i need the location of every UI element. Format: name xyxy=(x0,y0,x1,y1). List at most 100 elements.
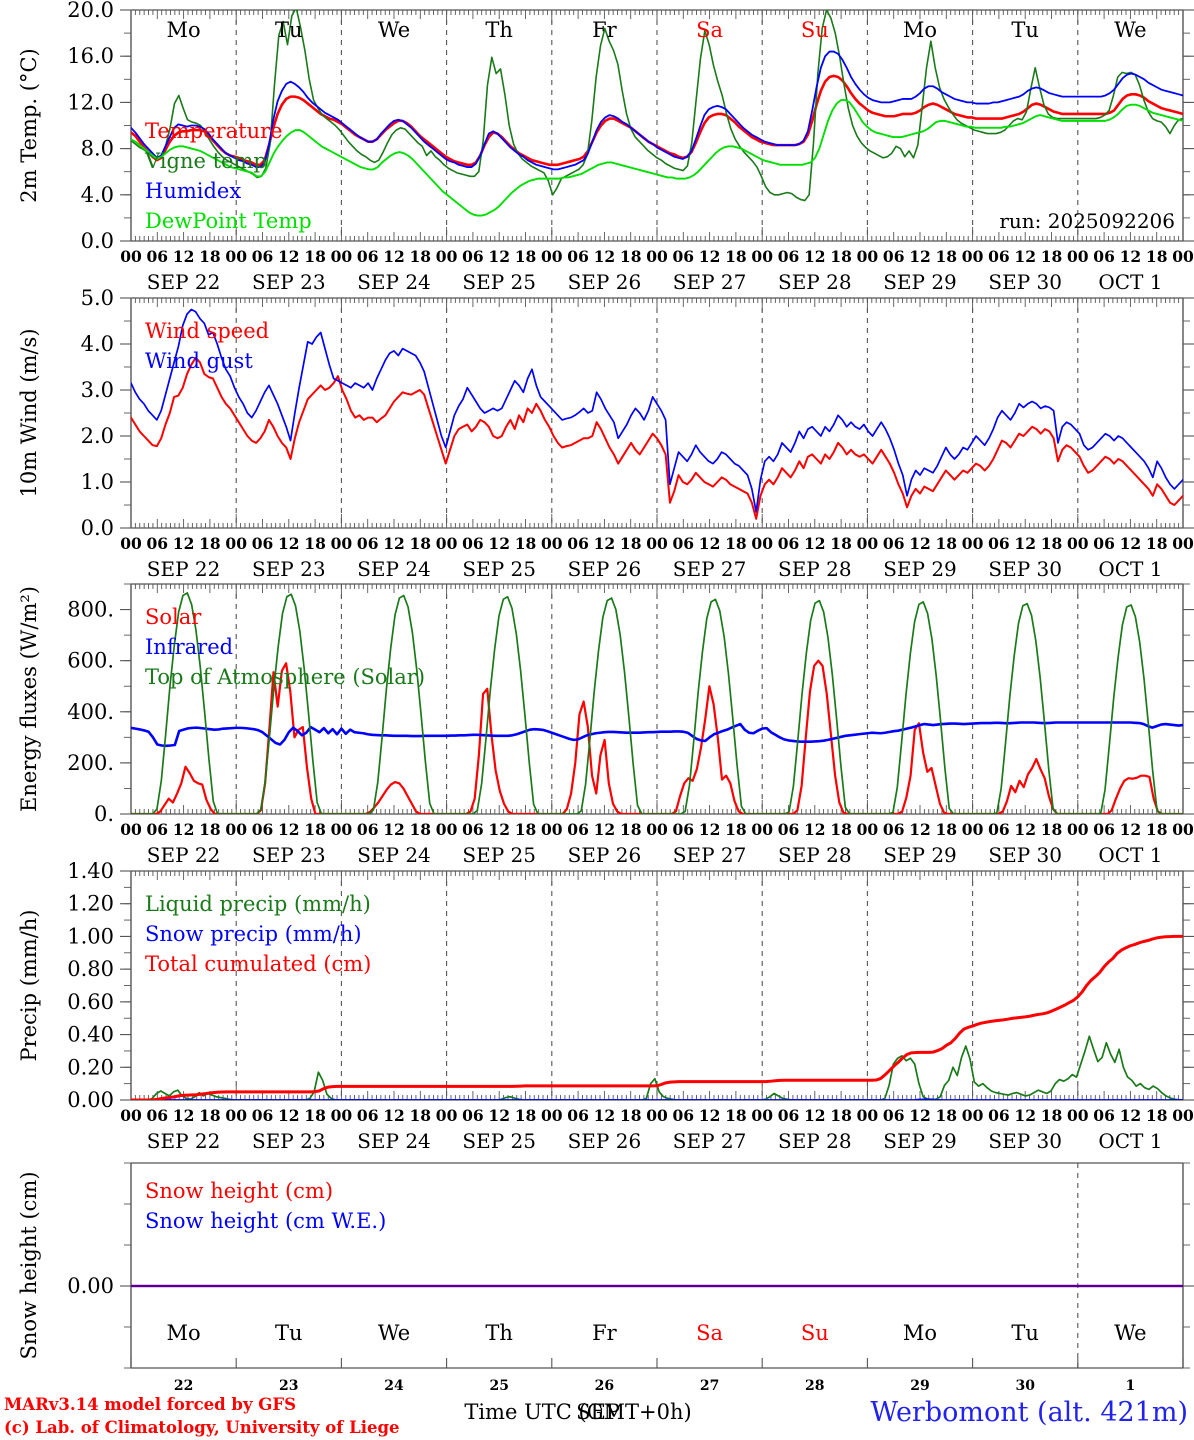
date-label: SEP 30 xyxy=(988,270,1062,294)
hour-tick-label: 06 xyxy=(147,1106,169,1125)
legend-humidex: Humidex xyxy=(145,179,241,203)
hour-tick-label: 18 xyxy=(515,820,537,839)
hour-tick-label: 18 xyxy=(936,820,958,839)
date-label: OCT 1 xyxy=(1098,1129,1162,1153)
hour-tick-label: 00 xyxy=(962,534,984,553)
hour-tick-label: 18 xyxy=(725,247,747,266)
series-group xyxy=(131,592,1183,814)
hour-tick-label: 12 xyxy=(699,247,721,266)
hour-tick-label: 18 xyxy=(304,247,326,266)
date-label: SEP 25 xyxy=(462,1129,536,1153)
date-label: SEP 25 xyxy=(462,270,536,294)
y-tick-label: 1.40 xyxy=(67,859,114,883)
weekday-label: We xyxy=(1114,18,1146,42)
y-tick-label: 400. xyxy=(67,700,114,724)
hour-tick-label: 18 xyxy=(1146,534,1168,553)
hour-tick-label: 06 xyxy=(988,1106,1010,1125)
hour-tick-label: 00 xyxy=(331,1106,353,1125)
hour-tick-label: 00 xyxy=(857,820,879,839)
hour-tick-label: 12 xyxy=(488,820,510,839)
date-label: SEP 28 xyxy=(778,557,852,581)
hour-tick-label: 12 xyxy=(804,534,826,553)
date-label: SEP 30 xyxy=(988,1129,1062,1153)
hour-tick-label: 00 xyxy=(225,820,247,839)
hour-tick-label: 00 xyxy=(1067,820,1089,839)
model-credit-line-1: MARv3.14 model forced by GFS xyxy=(4,1395,296,1414)
legend-infrared: Infrared xyxy=(145,635,233,659)
hour-tick-label: 18 xyxy=(199,247,221,266)
date-label: SEP 24 xyxy=(357,270,431,294)
hour-tick-label: 00 xyxy=(120,247,142,266)
hour-tick-label: 00 xyxy=(436,247,458,266)
hour-tick-label: 06 xyxy=(252,534,274,553)
hour-tick-label: 00 xyxy=(436,820,458,839)
date-label: SEP 29 xyxy=(883,1129,957,1153)
y-axis-title: Precip (mm/h) xyxy=(17,909,41,1061)
hour-tick-label: 12 xyxy=(173,1106,195,1125)
date-label: SEP 26 xyxy=(568,270,642,294)
hour-tick-label: 00 xyxy=(646,534,668,553)
hour-tick-label: 12 xyxy=(1014,1106,1036,1125)
y-axis-title: Snow height (cm) xyxy=(17,1171,41,1359)
y-tick-label: 0.60 xyxy=(67,990,114,1014)
y-axis-title: Energy fluxes (W/m²) xyxy=(17,586,41,812)
hour-tick-label: 00 xyxy=(120,820,142,839)
weekday-label: Su xyxy=(801,18,829,42)
hour-tick-label: 06 xyxy=(988,247,1010,266)
hour-tick-label: 18 xyxy=(199,534,221,553)
hour-tick-label: 00 xyxy=(541,534,563,553)
day-number-label: 30 xyxy=(1015,1378,1035,1394)
y-tick-label: 1.20 xyxy=(67,892,114,916)
date-label: OCT 1 xyxy=(1098,843,1162,867)
hour-tick-label: 06 xyxy=(357,1106,379,1125)
hour-tick-label: 12 xyxy=(383,534,405,553)
y-tick-label: 4.0 xyxy=(81,332,114,356)
series-line-wind-speed xyxy=(131,356,1183,520)
hour-tick-label: 06 xyxy=(462,247,484,266)
hour-tick-label: 18 xyxy=(936,534,958,553)
hour-tick-label: 06 xyxy=(567,820,589,839)
date-label: SEP 26 xyxy=(568,1129,642,1153)
hour-tick-label: 06 xyxy=(462,534,484,553)
day-number-label: 29 xyxy=(910,1378,929,1394)
series-line-dewpoint-temp xyxy=(131,99,1183,217)
date-label: SEP 28 xyxy=(778,270,852,294)
y-tick-label: 1.00 xyxy=(67,924,114,948)
hour-tick-label: 18 xyxy=(515,247,537,266)
hour-tick-label: 06 xyxy=(673,247,695,266)
hour-tick-label: 00 xyxy=(646,1106,668,1125)
date-label: SEP 22 xyxy=(147,1129,221,1153)
hour-tick-label: 12 xyxy=(1014,820,1036,839)
date-label: SEP 23 xyxy=(252,557,326,581)
date-label: SEP 22 xyxy=(147,557,221,581)
hour-tick-label: 18 xyxy=(620,534,642,553)
series-group xyxy=(131,10,1183,217)
y-tick-label: 5.0 xyxy=(81,286,114,310)
hour-tick-label: 12 xyxy=(173,247,195,266)
hour-tick-label: 06 xyxy=(1093,1106,1115,1125)
hour-tick-label: 18 xyxy=(936,1106,958,1125)
day-number-label: 23 xyxy=(279,1378,298,1394)
day-number-label: 1 xyxy=(1126,1378,1136,1394)
hour-tick-label: 12 xyxy=(804,247,826,266)
y-tick-label: 0.00 xyxy=(67,1274,114,1298)
hour-tick-label: 18 xyxy=(1041,1106,1063,1125)
hour-tick-label: 06 xyxy=(252,820,274,839)
weekday-label: Mo xyxy=(167,1321,201,1345)
date-label: SEP 22 xyxy=(147,270,221,294)
hour-tick-label: 18 xyxy=(1146,820,1168,839)
hour-tick-label: 18 xyxy=(620,820,642,839)
hour-tick-label: 00 xyxy=(646,247,668,266)
panel-energy_fluxes: 0. 200. 400. 600. 800. Energy fluxes (W/m²) So… xyxy=(17,583,1194,867)
weekday-label: We xyxy=(378,18,410,42)
hour-tick-label: 12 xyxy=(594,247,616,266)
hour-tick-label: 12 xyxy=(1120,1106,1142,1125)
hour-tick-label: 12 xyxy=(278,1106,300,1125)
panel-temperature: 0.0 4.0 8.0 12.0 16.0 20.0 2m Temp. (°C) Temper… xyxy=(17,0,1194,294)
hour-tick-label: 06 xyxy=(252,1106,274,1125)
hour-tick-label: 18 xyxy=(304,534,326,553)
legend-snow-height-cm: Snow height (cm) xyxy=(145,1179,333,1203)
y-tick-label: 200. xyxy=(67,751,114,775)
legend-vigne-temp: Vigne temp xyxy=(144,149,267,173)
hour-tick-label: 06 xyxy=(252,247,274,266)
